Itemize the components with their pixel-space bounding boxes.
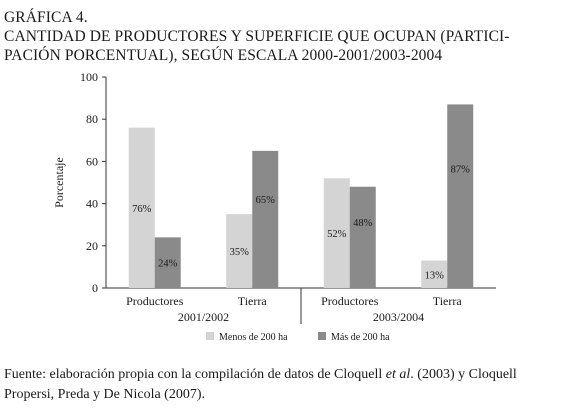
legend-label: Más de 200 ha [331, 332, 390, 343]
bar-value-label: 76% [132, 204, 152, 215]
bar [349, 186, 376, 288]
source-line-1-text: Fuente: elaboración propia con la compil… [4, 367, 386, 382]
bar-value-label: 35% [230, 247, 250, 258]
bar-value-label: 13% [425, 270, 445, 281]
bar-value-label: 24% [158, 259, 178, 270]
legend-swatch [318, 332, 326, 340]
source-line-1-italic: et al [385, 367, 411, 382]
y-axis-label: Porcentaje [52, 157, 66, 208]
bar-value-label: 48% [353, 218, 373, 229]
figure-title-line-1: CANTIDAD DE PRODUCTORES Y SUPERFICIE QUE… [4, 28, 510, 45]
bar-value-label: 87% [451, 165, 471, 176]
source-note: Fuente: elaboración propia con la compil… [4, 365, 569, 405]
bar [421, 260, 448, 288]
y-tick-label: 0 [92, 281, 98, 295]
x-tick-label: Tierra [433, 294, 463, 308]
figure-title-line-2: PACIÓN PORCENTUAL), SEGÚN ESCALA 2000-20… [4, 47, 443, 64]
y-tick-label: 80 [86, 112, 98, 126]
group-label: 2003/2004 [373, 310, 424, 324]
bar [323, 178, 350, 288]
bar [252, 150, 279, 288]
source-line-2: Propersi, Preda y De Nicola (2007). [4, 387, 206, 402]
x-tick-label: Productores [321, 294, 379, 308]
bar [128, 127, 155, 288]
figure-label: GRÁFICA 4. [4, 9, 88, 26]
source-line-1-end: . (2003) y Cloquell [410, 367, 517, 382]
group-label: 2001/2002 [178, 310, 229, 324]
figure-caption: GRÁFICA 4. CANTIDAD DE PRODUCTORES Y SUP… [4, 8, 569, 65]
bar [447, 104, 474, 289]
y-tick-label: 40 [86, 197, 98, 211]
x-tick-label: Tierra [238, 294, 268, 308]
legend-label: Menos de 200 ha [219, 332, 288, 343]
y-tick-label: 100 [80, 70, 98, 84]
y-tick-label: 60 [86, 154, 98, 168]
bar [226, 214, 253, 288]
source-line-1: Fuente: elaboración propia con la compil… [4, 365, 569, 385]
bar-value-label: 65% [256, 195, 276, 206]
bar [154, 237, 181, 288]
x-tick-label: Productores [126, 294, 184, 308]
legend-swatch [206, 332, 214, 340]
y-tick-label: 20 [86, 239, 98, 253]
bar-chart: 0 20 40 60 80 100 Porcentaje 76% 24% Productores 3… [52, 70, 496, 343]
bar-value-label: 52% [327, 229, 347, 240]
